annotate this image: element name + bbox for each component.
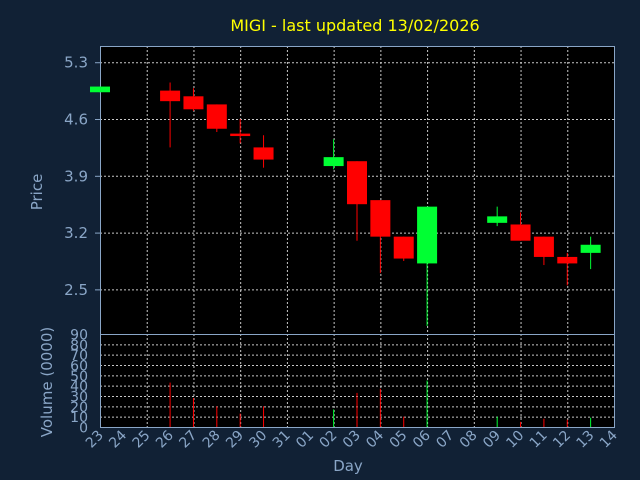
x-tick-label: 26 xyxy=(153,427,177,451)
x-tick-label: 29 xyxy=(223,428,247,452)
x-tick-label: 02 xyxy=(317,428,341,452)
x-tick-label: 27 xyxy=(176,428,200,452)
candle-body-23 xyxy=(90,86,110,93)
candle-body-29 xyxy=(230,133,251,137)
candle-body-09 xyxy=(487,216,508,223)
volume-tick-label: 50 xyxy=(70,369,88,385)
price-tick-label: 3.2 xyxy=(64,224,88,242)
candle-body-11 xyxy=(533,236,554,257)
price-panel: 2.5 3.2 3.9 4.6 5.3 xyxy=(64,46,615,335)
candle-body-26 xyxy=(160,90,181,102)
x-tick-label: 14 xyxy=(597,427,621,451)
candle-body-03 xyxy=(347,161,367,205)
x-axis-label: Day xyxy=(333,457,363,475)
candle-body-30 xyxy=(253,147,274,160)
price-tick-label: 4.6 xyxy=(64,111,88,129)
x-tick-label: 07 xyxy=(433,428,457,452)
price-axis-label: Price xyxy=(28,174,46,211)
volume-tick-label: 70 xyxy=(70,348,88,364)
x-tick-label: 08 xyxy=(457,428,481,452)
x-tick-label: 12 xyxy=(550,428,574,452)
x-tick-label: 24 xyxy=(106,427,130,451)
volume-tick-label: 80 xyxy=(70,338,88,354)
volume-tick-label: 30 xyxy=(70,390,88,406)
x-tick-label: 25 xyxy=(130,428,154,452)
volume-tick-label: 90 xyxy=(70,328,88,344)
x-tick-label: 13 xyxy=(574,428,598,452)
x-tick-label: 03 xyxy=(340,428,364,452)
chart-title: MIGI - last updated 13/02/2026 xyxy=(230,16,479,35)
candle-body-04 xyxy=(370,200,391,237)
candle-body-28 xyxy=(206,104,227,129)
candle-body-10 xyxy=(510,224,531,241)
x-tick-label: 06 xyxy=(410,427,434,451)
x-tick-label: 31 xyxy=(270,428,294,452)
volume-tick-label: 10 xyxy=(70,410,88,426)
x-tick-label: 30 xyxy=(246,428,270,452)
candle-body-13 xyxy=(580,244,601,253)
x-tick-label: 28 xyxy=(200,428,224,452)
candle-body-06 xyxy=(417,206,438,264)
price-tick-label: 5.3 xyxy=(64,54,88,72)
price-tick-label: 3.9 xyxy=(64,167,88,185)
volume-axis-label: Volume (0000) xyxy=(38,327,56,437)
x-tick-label: 10 xyxy=(503,428,527,452)
volume-tick-label: 0 xyxy=(79,421,88,437)
volume-tick-label: 40 xyxy=(70,379,88,395)
candle-body-05 xyxy=(393,236,414,259)
x-tick-label: 04 xyxy=(363,427,387,451)
candle-body-02 xyxy=(323,157,344,167)
volume-tick-label: 60 xyxy=(70,359,88,375)
price-tick-label: 2.5 xyxy=(64,281,88,299)
x-tick-label: 05 xyxy=(387,428,411,452)
volume-tick-label: 20 xyxy=(70,400,88,416)
candle-body-27 xyxy=(183,96,204,110)
volume-plot-border xyxy=(100,334,615,428)
candle-body-12 xyxy=(557,256,578,264)
x-tick-label: 11 xyxy=(527,428,551,452)
x-tick-label: 09 xyxy=(480,428,504,452)
x-tick-label: 01 xyxy=(293,428,317,452)
